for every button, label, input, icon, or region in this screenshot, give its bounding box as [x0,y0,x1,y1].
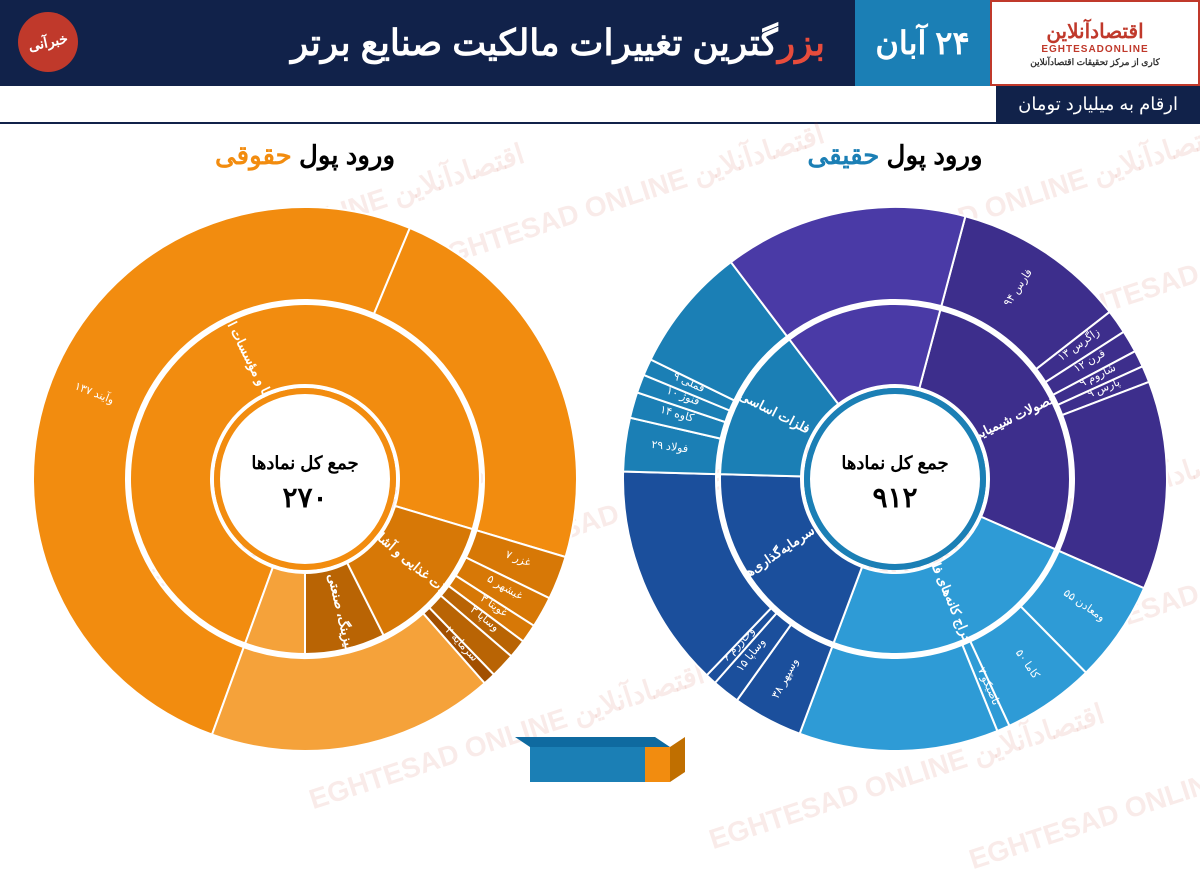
date-block: ۲۴ آبان [855,0,990,86]
logo-tag: کاری از مرکز تحقیقات اقتصادآنلاین [1030,57,1159,68]
charts-area: ورود پول حقیقی محصولات شیمیاییاستخراج کا… [0,124,1200,799]
center-value: ۲۷۰ [282,482,327,513]
center-label: جمع کل نمادها [841,453,948,474]
legend-blue [530,747,645,782]
logo-main: اقتصادآنلاین [1046,19,1143,44]
title-main: گترین تغییرات مالکیت صنایع برتر [291,22,778,64]
sunburst-right: محصولات شیمیاییاستخراج کانه‌های فلزیسرما… [615,179,1175,799]
title: بزرگترین تغییرات مالکیت صنایع برتر خبرآن… [0,0,855,86]
logo-sub: EGHTESADONLINE [1041,44,1148,55]
chart-left: ورود پول حقوقی بانک‌ها و مؤسسات اعتباریم… [25,134,585,799]
chart-right: ورود پول حقیقی محصولات شیمیاییاستخراج کا… [615,134,1175,799]
center-value: ۹۱۲ [872,482,917,513]
units-row: ارقام به میلیارد تومان [0,86,1200,124]
legend-orange [645,747,670,782]
legend-box [515,737,685,787]
slice [800,645,998,751]
header: اقتصادآنلاین EGHTESADONLINE کاری از مرکز… [0,0,1200,86]
sunburst-left: بانک‌ها و مؤسسات اعتباریمحصولات غذایی و … [25,179,585,799]
chart-right-title: ورود پول حقیقی [807,140,982,171]
chart-left-title: ورود پول حقوقی [215,140,395,171]
center-label: جمع کل نمادها [251,453,358,474]
units-label: ارقام به میلیارد تومان [996,86,1200,122]
logo: اقتصادآنلاین EGHTESADONLINE کاری از مرکز… [990,0,1200,86]
title-prefix: بزر [778,22,825,64]
news-badge: خبرآنی [12,6,83,77]
